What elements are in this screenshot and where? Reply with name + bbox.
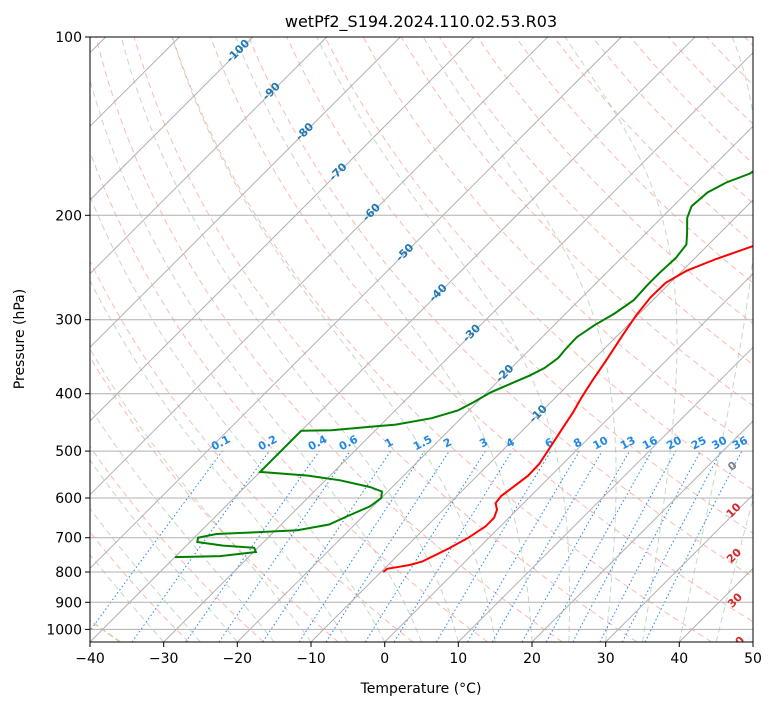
isotherm-line [90,37,696,642]
mixing-ratio-line [131,450,270,642]
pressure-gridlines [90,37,753,630]
mixing-ratio-label: 25 [689,434,709,453]
mixing-ratio-label: 13 [618,434,638,453]
dry-adiabat-line [210,37,753,623]
isotherm-line [605,493,753,642]
dry-adiabat-line [171,37,712,642]
x-axis-ticks: −40 −30 −20 −10 0 10 20 30 40 50 [75,642,762,667]
isotherms [90,37,753,642]
dry-adiabat-line [90,356,339,642]
moist-adiabat-line [171,37,496,642]
x-tick-label: 20 [523,651,541,667]
mixing-ratio-line [262,450,392,642]
mixing-ratio-line [393,450,513,642]
isotherm-line [90,37,549,496]
y-tick-label: 700 [55,531,82,547]
mixing-ratio-label: 10 [591,434,611,453]
y-tick-label: 300 [55,313,82,329]
dewpoint-line [174,170,753,559]
y-tick-label: 900 [55,595,82,611]
x-tick-label: 10 [449,651,467,667]
mixing-ratio-line [218,450,351,642]
y-tick-label: 400 [55,387,82,403]
mixing-ratio-line [185,450,320,642]
x-tick-label: 0 [380,651,389,667]
mixing-ratio-line [545,450,653,642]
dry-adiabat-line [95,37,563,642]
plot-area: 0.1 0.2 0.4 0.6 1 1.5 2 3 4 6 8 10 13 16 20 25 30 36-100-… [90,37,753,654]
dry-adiabat-line [90,259,414,642]
mixing-ratio-label: 20 [664,434,684,453]
moist-adiabat-line [715,497,753,642]
mixing-ratio-line [521,450,630,642]
mixing-ratio-label: 16 [640,434,660,453]
moist-adiabat-line [90,406,275,642]
isotherm-line [90,37,622,570]
mixing-ratio-line [298,450,425,642]
x-tick-label: −30 [149,651,179,667]
isotherm-line [531,420,753,642]
x-axis-label: Temperature (°C) [360,681,482,697]
y-axis-label: Pressure (hPa) [12,289,28,389]
isotherm-line [457,346,753,642]
y-tick-label: 200 [55,208,82,224]
x-tick-label: 30 [597,651,615,667]
isotherm-line [236,125,753,642]
moist-adiabat-label: 40 [727,634,747,654]
moist-adiabat-line [90,507,201,642]
y-tick-label: 800 [55,565,82,581]
y-tick-label: 100 [55,30,82,46]
dry-adiabat-line [515,37,753,284]
chart-title: wetPf2_S194.2024.110.02.53.R03 [285,12,557,32]
x-tick-label: 40 [670,651,688,667]
isotherm-line [90,37,328,275]
dry-adiabats [90,37,753,642]
moist-adiabat-line [90,459,238,642]
moist-adiabat-line [90,553,165,642]
y-tick-label: 500 [55,444,82,460]
moist-adiabat-line [564,37,678,642]
isotherm-line [90,37,254,201]
isotherm-line [163,51,753,642]
moist-adiabat-line [422,37,617,642]
x-tick-label: −20 [223,651,253,667]
dry-adiabat-line [324,37,753,491]
isotherm-line [90,37,401,349]
x-tick-label: −40 [75,651,105,667]
mixing-ratio-label: 30 [710,434,730,453]
mixing-ratio-label: 36 [730,434,750,453]
moist-adiabat-line [120,37,459,642]
mixing-ratio-line [644,450,743,642]
dry-adiabat-line [90,445,264,642]
dry-adiabat-line [248,37,753,578]
plot-frame [89,36,754,643]
mixing-ratio-line [572,450,677,642]
isotherm-line [90,37,475,422]
mixing-ratio-line [90,450,223,632]
mixing-ratio-lines [90,450,743,642]
x-tick-label: 50 [744,651,762,667]
moist-adiabat-line [235,37,533,642]
temperature-line [382,245,753,573]
moist-adiabat-line [678,37,753,642]
y-tick-label: 1000 [46,622,82,638]
x-tick-label: −10 [296,651,326,667]
dry-adiabat-line [286,37,753,534]
isotherm-line [384,272,753,642]
sounding-series [174,170,753,573]
y-axis-ticks: 100 200 300 400 500 600 700 800 900 1000 [46,30,90,638]
dry-adiabat-line [133,37,638,642]
moist-adiabat-line [316,37,571,642]
y-tick-label: 600 [55,491,82,507]
moist-adiabat-line [90,78,422,642]
mixing-ratio-line [325,450,450,642]
moist-adiabat-line [90,195,386,642]
isotherm-line [310,199,753,642]
